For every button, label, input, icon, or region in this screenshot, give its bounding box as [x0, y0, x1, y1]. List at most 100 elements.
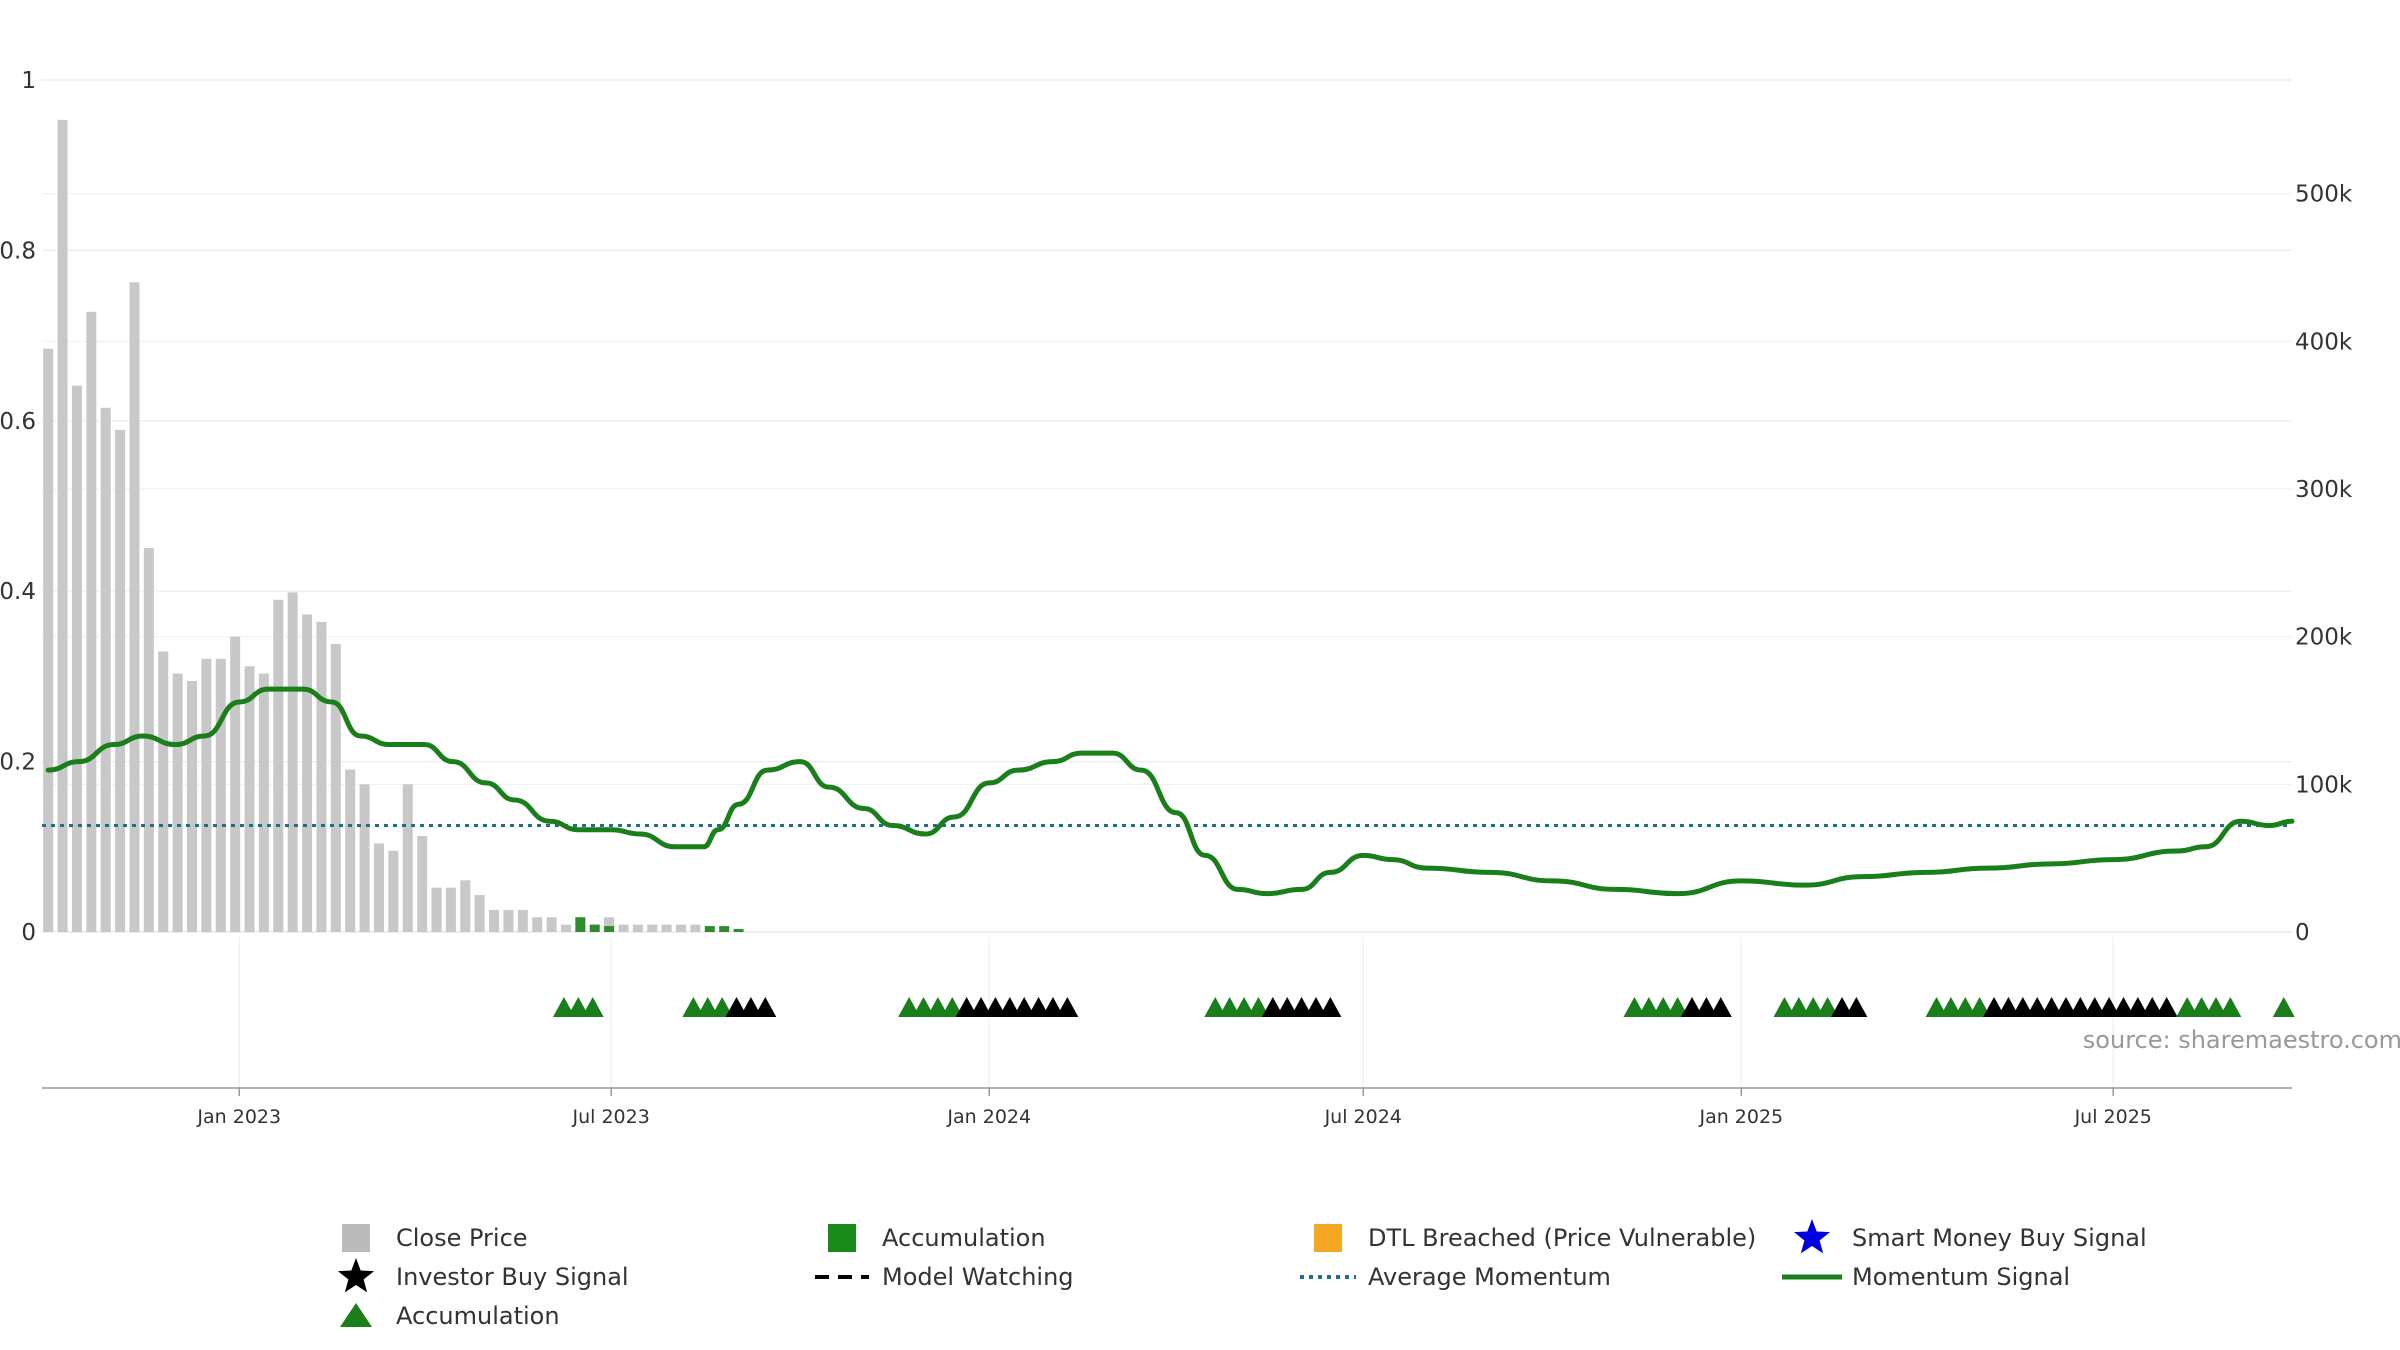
accumulation-signal-marker — [2204, 997, 2227, 1017]
close-price-bar — [230, 636, 241, 932]
close-price-bar — [215, 658, 226, 932]
legend-label: Smart Money Buy Signal — [1852, 1224, 2147, 1252]
accumulation-signal-marker — [1787, 997, 1810, 1017]
y-right-tick-label: 300k — [2295, 477, 2353, 503]
x-tick-label: Jul 2023 — [572, 1106, 650, 1128]
close-price-bar — [417, 836, 428, 932]
accumulation-signal-marker — [1925, 997, 1948, 1017]
watching-signal-marker — [725, 997, 748, 1017]
watching-signal-marker — [2083, 997, 2106, 1017]
watching-signal-marker — [2069, 997, 2092, 1017]
watching-signal-marker — [2054, 997, 2077, 1017]
accumulation-signal-marker — [1652, 997, 1675, 1017]
watching-signal-marker — [2141, 997, 2164, 1017]
legend-swatch-square — [342, 1224, 370, 1252]
y-left-tick-label: 1 — [21, 68, 36, 94]
close-price-bar — [244, 666, 255, 932]
accumulation-bar — [719, 926, 730, 932]
legend-layer: Close Price Accumulation DTL Breached (Pri… — [337, 1219, 2147, 1330]
accumulation-signal-marker — [941, 997, 964, 1017]
close-price-bar — [71, 385, 82, 932]
close-price-bar — [172, 673, 183, 932]
accumulation-signal-marker — [912, 997, 935, 1017]
watching-signal-marker — [739, 997, 762, 1017]
watching-signal-marker — [754, 997, 777, 1017]
accumulation-signal-marker — [1773, 997, 1796, 1017]
watching-signal-marker — [2155, 997, 2178, 1017]
watching-signal-marker — [1041, 997, 1064, 1017]
close-price-bar — [517, 909, 528, 932]
close-price-bar — [143, 548, 154, 932]
close-price-bar — [632, 924, 643, 932]
accumulation-signal-marker — [1623, 997, 1646, 1017]
close-price-bar — [345, 769, 356, 932]
accumulation-signal-marker — [1816, 997, 1839, 1017]
watching-signal-marker — [1276, 997, 1299, 1017]
close-price-bar — [201, 658, 212, 932]
y-left-tick-label: 0.8 — [0, 238, 36, 264]
watching-signal-marker — [1695, 997, 1718, 1017]
close-price-bar — [560, 924, 571, 932]
accumulation-signal-marker — [1954, 997, 1977, 1017]
accumulation-signal-marker — [696, 997, 719, 1017]
accumulation-signal-marker — [581, 997, 604, 1017]
watching-signal-marker — [1290, 997, 1313, 1017]
y-right-tick-label: 500k — [2295, 182, 2353, 208]
y-left-tick-label: 0.6 — [0, 409, 36, 435]
close-price-bar — [460, 880, 471, 932]
legend-swatch-star — [337, 1258, 375, 1293]
legend-label: Investor Buy Signal — [396, 1263, 629, 1291]
close-price-bar — [115, 429, 126, 932]
x-tick-label: Jan 2024 — [946, 1106, 1031, 1128]
legend-swatch-star — [1793, 1219, 1831, 1254]
close-price-bar — [302, 614, 313, 932]
accumulation-signal-marker — [1218, 997, 1241, 1017]
watching-signal-marker — [1831, 997, 1853, 1017]
watching-signal-marker — [1681, 997, 1703, 1017]
close-price-bar — [100, 407, 111, 932]
accumulation-signal-marker — [898, 997, 921, 1017]
watching-signal-marker — [998, 997, 1021, 1017]
y-left-tick-label: 0.4 — [0, 579, 36, 605]
accumulation-signal-marker — [1204, 997, 1227, 1017]
accumulation-signal-marker — [552, 997, 575, 1017]
watching-signal-marker — [2098, 997, 2121, 1017]
watching-signal-marker — [1319, 997, 1342, 1017]
close-price-bar — [445, 887, 456, 932]
legend-label: Momentum Signal — [1852, 1263, 2070, 1291]
close-price-bar — [474, 895, 485, 932]
legend-swatch-square — [1314, 1224, 1342, 1252]
close-price-bar — [316, 621, 327, 932]
watching-signal-marker — [1013, 997, 1036, 1017]
watching-signal-marker — [970, 997, 993, 1017]
close-price-bar — [359, 784, 370, 932]
close-price-bar — [287, 592, 298, 932]
close-price-bar — [661, 924, 672, 932]
close-price-bar — [489, 909, 500, 932]
axis-layer: Jan 2023 Jul 2023 Jan 2024 Jul 2024 Jan 2025… — [0, 68, 2353, 1128]
y-right-tick-label: 0 — [2295, 920, 2310, 946]
watching-signal-marker — [984, 997, 1007, 1017]
close-price-bar — [43, 348, 54, 932]
legend-label: Close Price — [396, 1224, 528, 1252]
y-left-tick-label: 0.2 — [0, 750, 36, 776]
legend-label: Average Momentum — [1368, 1263, 1611, 1291]
accumulation-signal-marker — [1939, 997, 1962, 1017]
momentum-signal-line — [45, 686, 2295, 897]
y-right-tick-label: 200k — [2295, 625, 2353, 651]
accumulation-signal-marker — [2190, 997, 2213, 1017]
grid-layer — [42, 79, 2292, 1088]
watching-signal-marker — [2112, 997, 2135, 1017]
watching-signal-marker — [1983, 997, 2006, 1017]
x-tick-label: Jul 2025 — [2074, 1106, 2152, 1128]
accumulation-signal-marker — [1233, 997, 1256, 1017]
close-price-bar — [57, 119, 68, 932]
close-price-bar — [187, 680, 197, 932]
accumulation-bar — [604, 926, 615, 932]
close-price-bar — [676, 924, 687, 932]
line-layer — [42, 686, 2295, 897]
legend-label: Accumulation — [396, 1302, 560, 1330]
accumulation-bar — [575, 917, 586, 932]
x-tick-label: Jan 2023 — [196, 1106, 281, 1128]
watching-signal-marker — [955, 997, 978, 1017]
